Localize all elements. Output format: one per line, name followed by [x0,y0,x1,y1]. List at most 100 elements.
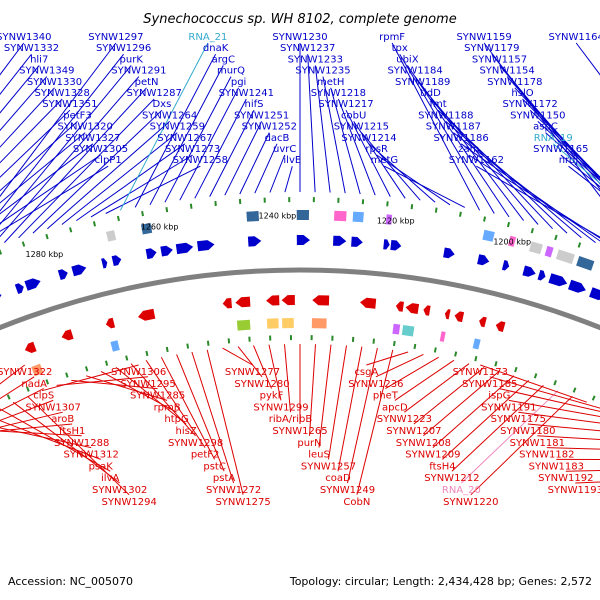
gene-label: SYNW1305 [73,144,128,155]
leader-line [268,344,282,401]
scale-tick-mark [506,221,511,228]
cog-feature [31,363,44,377]
leader-line [537,435,600,441]
leader-line [399,53,495,214]
scale-tick-mark [6,394,11,400]
cog-feature [311,318,327,329]
leader-line [41,364,139,392]
gene-label: pstC [203,461,225,472]
map-title: Synechococcus sp. WH 8102, complete geno… [143,12,456,27]
gene-feature [537,269,546,281]
gene-label: murQ [217,66,245,77]
gene-label: SYNW1188 [418,110,473,121]
gene-label: SYNW1291 [111,66,166,77]
gene-label: purN [297,438,321,449]
leader-line [76,143,186,222]
gene-label: SYNW1230 [272,32,327,43]
gene-label: ilvA [101,473,119,484]
genome-backbone [0,267,600,331]
leader-line [314,65,331,193]
leader-line [404,363,470,413]
gene-label: RNA_20 [442,485,481,496]
leader-line [179,87,240,201]
cog-feature [296,210,309,220]
leader-line [4,87,147,243]
gene-feature [312,295,330,306]
gene-feature [281,295,295,306]
leader-line [0,165,109,232]
gene-label: SYNW1159 [456,32,511,43]
leader-line [0,399,54,421]
scale-tick-mark [433,347,437,353]
leader-line [522,98,600,178]
leader-line [115,367,187,425]
scale-tick-mark [104,360,109,366]
leader-line [442,380,530,460]
gene-label: SYNW1183 [529,461,584,472]
gene-label: dnaK [203,43,229,54]
scale-tick-mark [141,211,144,217]
gene-feature [444,309,451,320]
gene-label: SYNW1162 [449,155,504,166]
gene-label: RNA_19 [534,133,573,144]
gene-label: petF2 [191,450,220,461]
gene-label: SYNW1191 [481,402,536,413]
leader-line [176,354,225,472]
leader-line [0,53,124,212]
gene-label: SYNW1182 [519,450,574,461]
gene-label: ftsH1 [59,426,85,437]
leader-line [12,401,121,484]
cog-feature [106,230,117,242]
gene-feature [495,321,506,332]
gene-label: ilvE [283,155,301,166]
leader-line [222,347,253,366]
gene-label: SYNW1265 [272,426,327,437]
scale-tick-mark [45,233,49,240]
gene-feature [111,255,122,266]
gene-label: aroB [51,414,74,425]
scale-tick-mark [92,221,96,227]
gene-feature [57,269,68,280]
gene-label: ubiX [396,54,418,65]
gene-label: SYNW1178 [487,77,542,88]
gene-label: SYNW1297 [88,32,143,43]
leader-line [47,121,170,230]
cog-feature [508,235,517,247]
leader-line [423,371,500,437]
cog-feature [110,340,120,352]
gene-label: tpx [392,43,408,54]
gene-label: SYNW1275 [215,497,270,508]
leader-line [480,364,587,403]
accession-label: Accession: NC_005070 [8,575,133,588]
leader-line [499,388,600,412]
leader-line [0,65,40,114]
leader-line [330,87,361,195]
gene-label: SYNW1306 [111,367,166,378]
scale-tick-label: 1280 kbp [26,250,64,259]
gene-label: ispG [488,391,510,402]
gene-feature [501,260,510,271]
leader-line [384,165,466,208]
gene-label: SYNW1180 [500,426,555,437]
leader-line [307,54,316,193]
scale-tick-label: 1200 kbp [493,238,531,247]
leader-line [164,76,232,203]
leader-line [0,76,140,238]
scale-tick-mark [454,351,458,357]
scale-tick-mark [577,242,582,248]
leader-line [337,346,363,472]
scale-tick-label: 1260 kbp [141,223,179,232]
genome-tracks [0,197,600,401]
gene-feature [101,258,108,269]
gene-label: pgi [231,77,246,88]
gene-label: uvrC [273,144,296,155]
leader-line [0,87,55,148]
leader-line [565,470,600,472]
cog-feature [439,331,446,342]
scale-tick-mark [494,361,498,367]
leader-line [552,143,600,184]
gene-label: SYNW1175 [491,414,546,425]
scale-tick-mark [65,372,69,378]
gene-label: SYNW1259 [150,122,205,133]
